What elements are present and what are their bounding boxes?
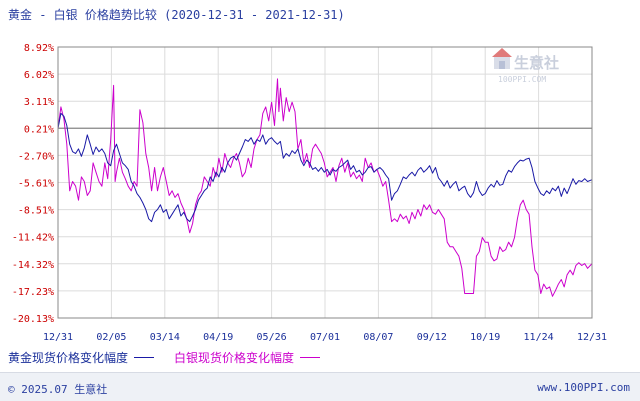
x-tick-label: 02/05: [96, 332, 126, 343]
x-tick-label: 11/24: [524, 332, 554, 343]
y-tick-label: -5.61%: [18, 179, 54, 190]
chart-title: 黄金 - 白银 价格趋势比较 (2020-12-31 - 2021-12-31): [8, 6, 345, 23]
y-tick-label: -17.23%: [12, 287, 54, 298]
legend-item-silver: 白银现货价格变化幅度: [174, 349, 321, 366]
series-lines: [57, 78, 593, 297]
line-chart: 8.92% 6.02% 3.11% 0.21% -2.70% -5.61% -8.51% -1…: [12, 43, 607, 343]
x-tick-label: 04/19: [203, 332, 233, 343]
x-tick-label: 10/19: [470, 332, 500, 343]
legend: 黄金现货价格变化幅度 白银现货价格变化幅度: [8, 349, 340, 365]
series-line-silver: [57, 78, 593, 297]
plot-border: [57, 46, 593, 319]
legend-gold-swatch: [134, 356, 155, 358]
x-tick-label: 09/12: [417, 332, 447, 343]
y-tick-label: 0.21%: [24, 124, 54, 135]
x-tick-label: 08/07: [363, 332, 393, 343]
footer-site-link[interactable]: www.100PPI.com: [537, 381, 630, 394]
chart-date-range: (2020-12-31 - 2021-12-31): [164, 8, 345, 22]
watermark-url: 100PPI.COM: [498, 75, 546, 84]
series-line-gold: [57, 112, 593, 223]
y-tick-label: -14.32%: [12, 260, 54, 271]
watermark: 生意社 100PPI.COM: [492, 48, 559, 84]
legend-silver-swatch: [300, 356, 321, 358]
y-tick-label: 8.92%: [24, 43, 54, 54]
watermark-brand: 生意社: [514, 54, 559, 72]
house-logo-icon: [492, 48, 512, 69]
footer-bar: © 2025.07 生意社 www.100PPI.com: [0, 372, 640, 401]
legend-gold-label: 黄金现货价格变化幅度: [8, 350, 129, 365]
x-axis-ticks: 12/31 02/05 03/14 04/19 05/26 07/01 08/07 09/12…: [43, 332, 607, 343]
footer-copyright: © 2025.07 生意社: [8, 383, 108, 396]
y-tick-label: 6.02%: [24, 70, 54, 81]
chart-title-text: 黄金 - 白银 价格趋势比较: [8, 8, 157, 22]
y-tick-label: 3.11%: [24, 97, 54, 108]
x-tick-label: 07/01: [310, 332, 340, 343]
legend-item-gold: 黄金现货价格变化幅度: [8, 349, 155, 366]
y-tick-label: -2.70%: [18, 151, 54, 162]
x-tick-label: 12/31: [43, 332, 73, 343]
x-tick-label: 12/31: [577, 332, 607, 343]
grid-lines: [57, 46, 593, 319]
y-axis-ticks: 8.92% 6.02% 3.11% 0.21% -2.70% -5.61% -8.51% -1…: [12, 43, 54, 325]
legend-silver-label: 白银现货价格变化幅度: [174, 350, 295, 365]
x-tick-label: 03/14: [150, 332, 180, 343]
y-tick-label: -20.13%: [12, 314, 54, 325]
y-tick-label: -8.51%: [18, 206, 54, 217]
x-tick-label: 05/26: [257, 332, 287, 343]
y-tick-label: -11.42%: [12, 233, 54, 244]
